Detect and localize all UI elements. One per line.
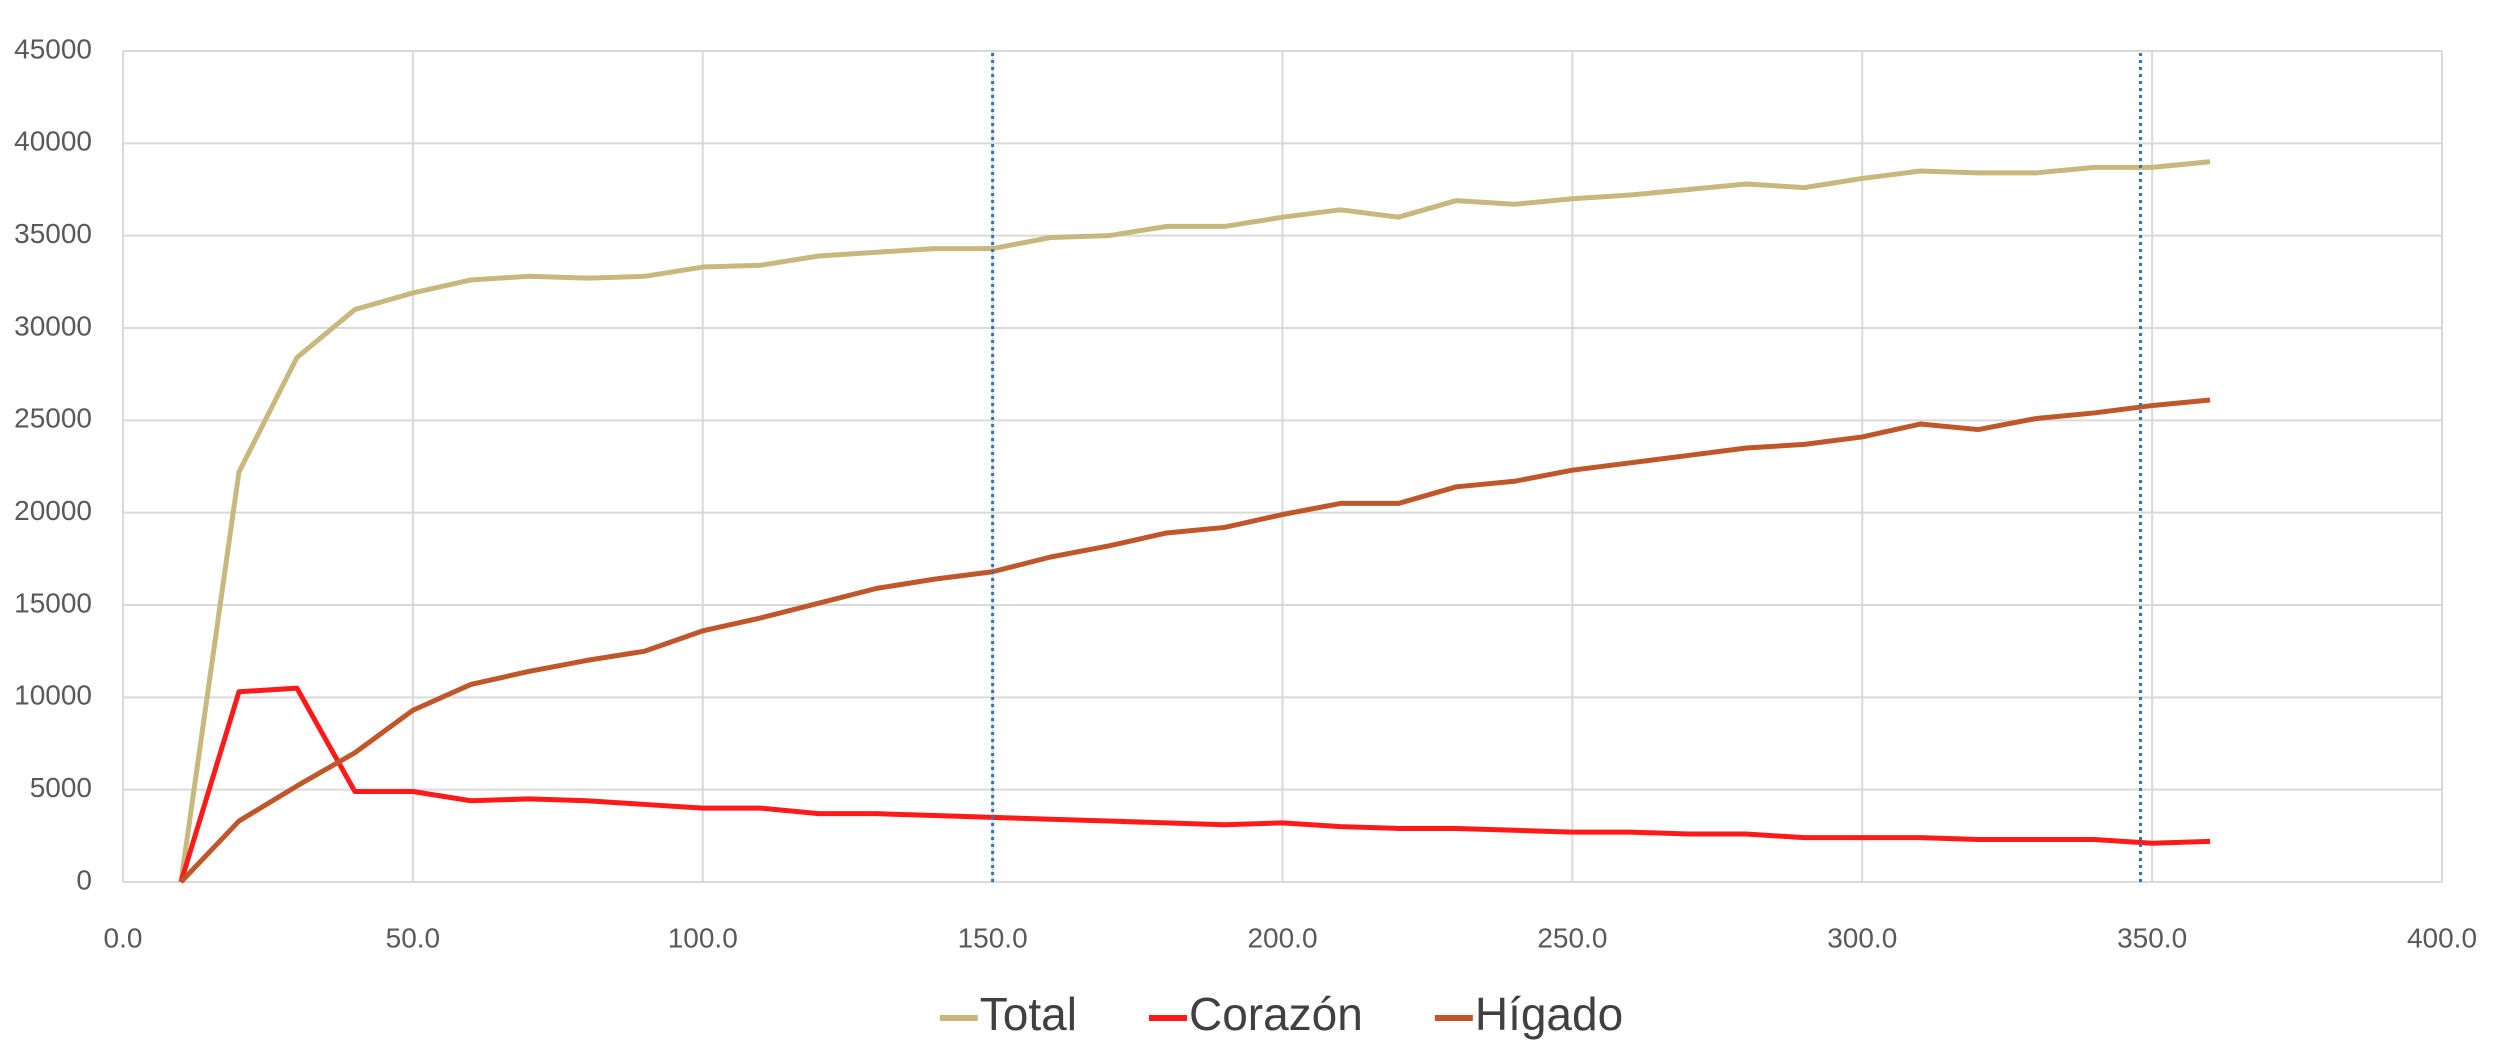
legend-label: Total bbox=[980, 988, 1077, 1040]
y-tick-label: 5000 bbox=[30, 772, 92, 803]
x-tick-label: 300.0 bbox=[1827, 922, 1897, 953]
y-tick-label: 10000 bbox=[14, 680, 92, 711]
y-tick-label: 0 bbox=[76, 864, 92, 895]
legend-label: Corazón bbox=[1189, 988, 1363, 1040]
series-line bbox=[178, 685, 2211, 883]
y-tick-label: 40000 bbox=[14, 126, 92, 157]
x-tick-label: 100.0 bbox=[668, 922, 738, 953]
x-tick-label: 150.0 bbox=[958, 922, 1028, 953]
y-tick-label: 15000 bbox=[14, 587, 92, 618]
legend-label: Hígado bbox=[1475, 988, 1623, 1040]
y-tick-label: 35000 bbox=[14, 218, 92, 249]
x-tick-label: 400.0 bbox=[2407, 922, 2477, 953]
x-tick-label: 50.0 bbox=[386, 922, 441, 953]
x-tick-label: 250.0 bbox=[1537, 922, 1607, 953]
series-line bbox=[178, 159, 2211, 883]
y-tick-label: 30000 bbox=[14, 310, 92, 341]
y-tick-label: 20000 bbox=[14, 495, 92, 526]
x-tick-label: 200.0 bbox=[1247, 922, 1317, 953]
x-tick-label: 0.0 bbox=[104, 922, 143, 953]
series-line bbox=[179, 397, 2211, 884]
y-tick-label: 45000 bbox=[14, 33, 92, 64]
y-tick-label: 25000 bbox=[14, 403, 92, 434]
x-tick-label: 350.0 bbox=[2117, 922, 2187, 953]
